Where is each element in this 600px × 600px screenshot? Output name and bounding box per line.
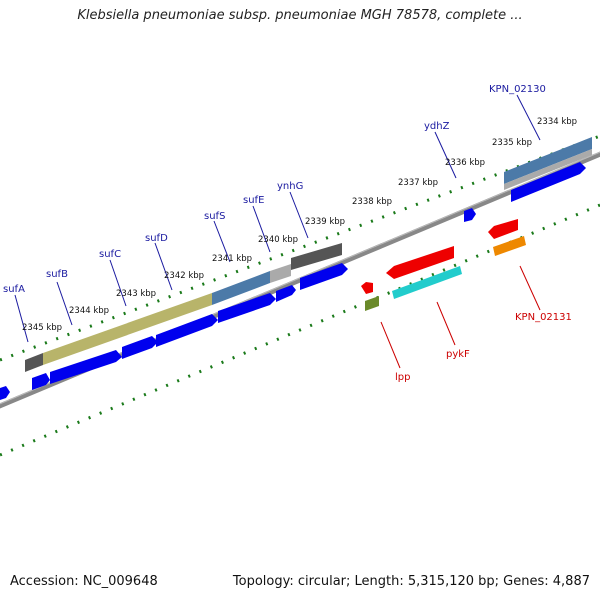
gene-label-sufA[interactable]: sufA	[3, 284, 25, 295]
gene-arrow-kpn02131[interactable]	[488, 219, 518, 239]
gene-arrow-ydhZ[interactable]	[464, 208, 476, 222]
gene-label-sufB[interactable]: sufB	[46, 269, 68, 280]
gene-label-sufS[interactable]: sufS	[204, 211, 225, 222]
gene-box-kpn02131[interactable]	[493, 236, 526, 256]
gene-arrow-sufC[interactable]	[122, 336, 158, 359]
kbp-label: 2341 kbp	[212, 254, 252, 264]
leader-sufB	[56, 281, 73, 326]
segment-sufA-sufC[interactable]	[43, 293, 212, 365]
segment-ynhG[interactable]	[291, 243, 342, 270]
genome-summary-text: Topology: circular; Length: 5,315,120 bp…	[232, 574, 590, 589]
kbp-label: 2345 kbp	[22, 323, 62, 333]
kbp-label: 2340 kbp	[258, 235, 298, 245]
kbp-label: 2343 kbp	[116, 289, 156, 299]
leader-kpn02131	[519, 265, 541, 311]
gene-labels-bottom: lpp pykF KPN_02131	[395, 312, 572, 383]
leader-ynhG	[289, 191, 309, 239]
kbp-label: 2342 kbp	[164, 271, 204, 281]
map-title: Klebsiella pneumoniae subsp. pneumoniae …	[77, 8, 523, 23]
segment-sufE-light[interactable]	[270, 264, 291, 283]
gene-label-ydhZ[interactable]: ydhZ	[424, 121, 450, 132]
gene-box-pykF[interactable]	[392, 266, 462, 299]
kbp-label: 2338 kbp	[352, 197, 392, 207]
kbp-label: 2339 kbp	[305, 217, 345, 227]
gene-arrow-sufB[interactable]	[50, 350, 122, 384]
kbp-label: 2337 kbp	[398, 178, 438, 188]
segment-dark-left[interactable]	[25, 353, 43, 372]
gene-label-lpp[interactable]: lpp	[395, 372, 410, 383]
kbp-label: 2335 kbp	[492, 138, 532, 148]
leader-sufA	[14, 294, 29, 343]
gene-label-pykF[interactable]: pykF	[446, 349, 470, 360]
gene-label-sufD[interactable]: sufD	[145, 233, 168, 244]
gene-arrow-left-edge[interactable]	[0, 386, 10, 400]
kbp-label: 2344 kbp	[69, 306, 109, 316]
gene-label-kpn02130[interactable]: KPN_02130	[489, 84, 546, 95]
gene-label-ynhG[interactable]: ynhG	[277, 181, 303, 192]
gene-arrow-kpn02130[interactable]	[511, 162, 586, 202]
gene-arrow-pykF[interactable]	[386, 246, 454, 279]
gene-arrow-sufD[interactable]	[156, 314, 218, 347]
label-leader-lines	[14, 94, 541, 343]
leader-sufE	[252, 205, 271, 253]
leader-sufC	[109, 259, 127, 307]
gene-label-kpn02131[interactable]: KPN_02131	[515, 312, 572, 323]
leader-kpn02130	[516, 94, 541, 141]
segment-sufD-sufS[interactable]	[212, 271, 270, 305]
gene-arrow-sufA[interactable]	[32, 373, 50, 390]
label-leader-lines-bottom	[380, 265, 541, 369]
segment-kpn02130-light[interactable]	[504, 149, 592, 190]
kbp-label: 2336 kbp	[445, 158, 485, 168]
kbp-label: 2334 kbp	[537, 117, 577, 127]
leader-sufS	[213, 220, 231, 263]
segment-kpn02130[interactable]	[504, 137, 592, 184]
leader-lpp	[380, 321, 401, 369]
gene-box-lpp[interactable]	[365, 296, 379, 311]
minus-strand-genes	[361, 219, 526, 311]
gene-arrow-ynhG[interactable]	[300, 263, 348, 290]
gene-arrow-sufS[interactable]	[218, 293, 276, 323]
gene-arrow-lpp[interactable]	[361, 282, 373, 294]
upper-feature-band	[25, 137, 592, 372]
kbp-labels: 2345 kbp 2344 kbp 2343 kbp 2342 kbp 2341…	[22, 117, 577, 333]
gene-arrow-sufE[interactable]	[276, 285, 296, 302]
gene-labels-top: sufA sufB sufC sufD sufS sufE ynhG ydhZ …	[3, 84, 546, 295]
blue-gene-arrows	[0, 162, 586, 400]
leader-sufD	[154, 242, 173, 291]
gene-label-sufC[interactable]: sufC	[99, 249, 121, 260]
accession-text: Accession: NC_009648	[10, 574, 158, 589]
gene-label-sufE[interactable]: sufE	[243, 195, 264, 206]
leader-ydhZ	[434, 131, 457, 179]
leader-pykF	[436, 301, 456, 346]
